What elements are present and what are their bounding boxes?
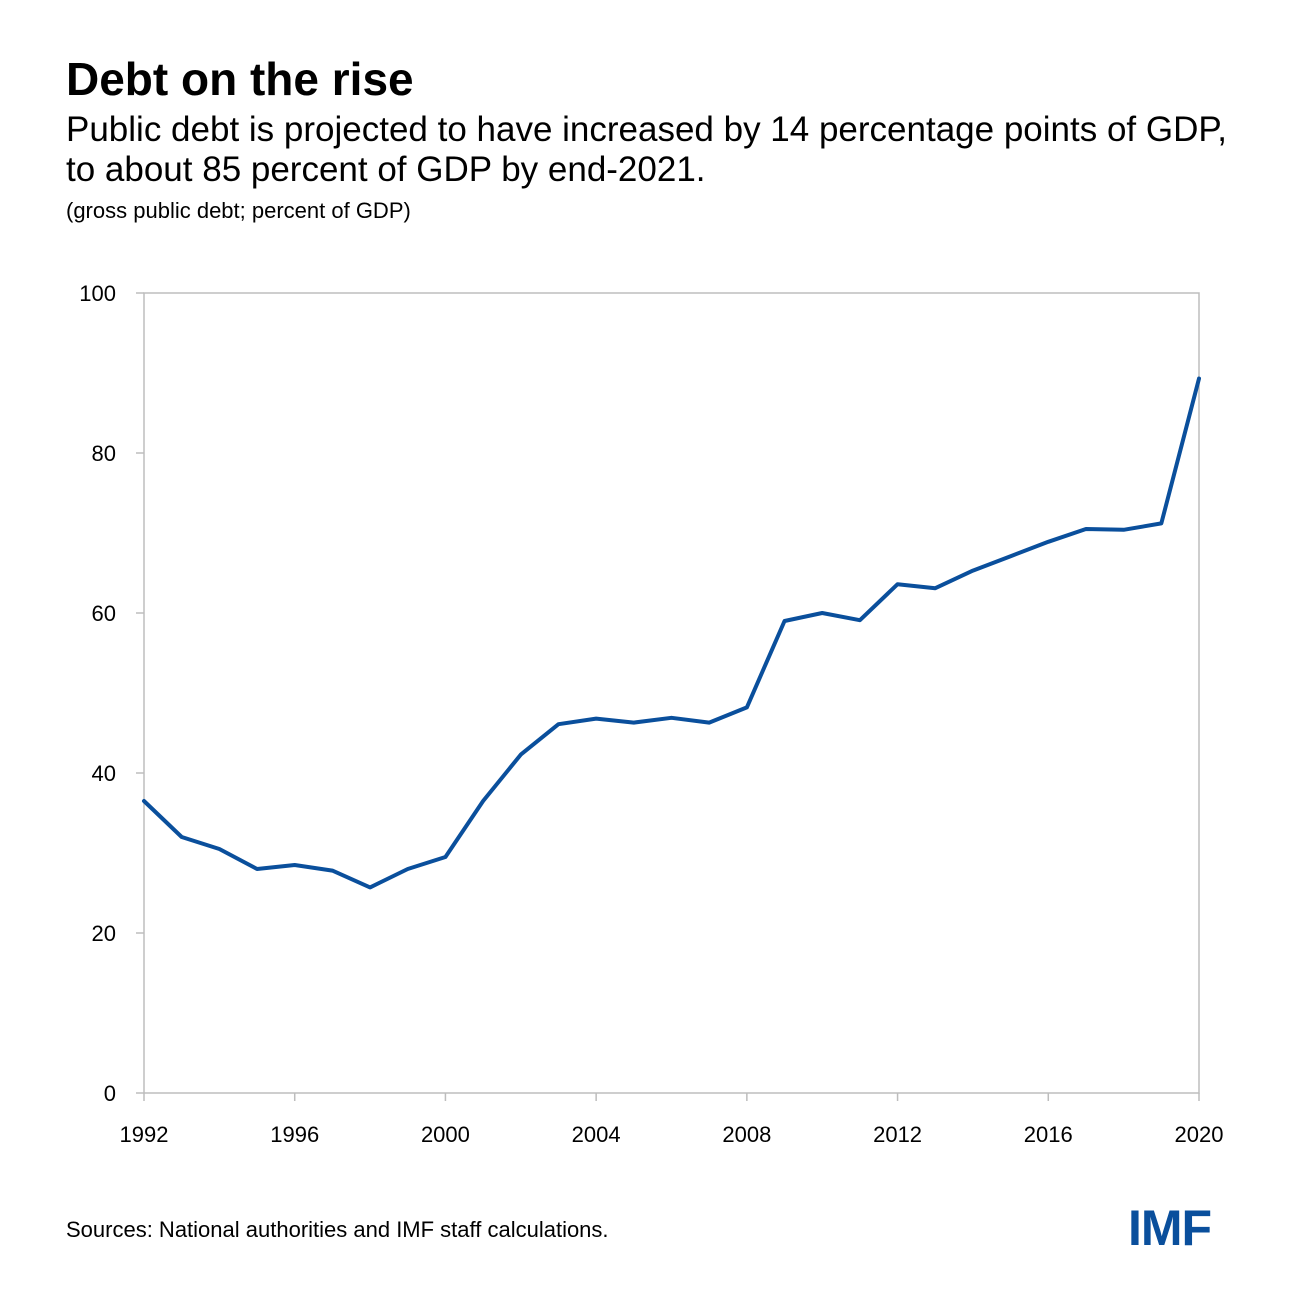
- source-note: Sources: National authorities and IMF st…: [66, 1217, 609, 1242]
- chart-title: Debt on the rise: [66, 53, 414, 105]
- x-tick-label: 1996: [270, 1122, 319, 1147]
- y-axis: 0 20 40 60 80 100: [79, 281, 144, 1106]
- series-line-gross-public-debt: [142, 376, 1201, 890]
- x-tick-label: 2012: [873, 1122, 922, 1147]
- x-axis: 1992 1996 2000 2004 2008 2012 2016 2020: [120, 1093, 1224, 1147]
- y-tick-label: 20: [92, 921, 116, 946]
- y-tick-label: 40: [92, 761, 116, 786]
- x-tick-label: 2008: [722, 1122, 771, 1147]
- x-tick-label: 1992: [120, 1122, 169, 1147]
- imf-logo: IMF: [1128, 1200, 1212, 1256]
- x-tick-label: 2020: [1175, 1122, 1224, 1147]
- x-tick-label: 2016: [1024, 1122, 1073, 1147]
- plot-area: [143, 292, 1200, 1094]
- chart-subtitle: Public debt is projected to have increas…: [66, 110, 1227, 189]
- data-points: [142, 377, 1201, 890]
- chart-units-note: (gross public debt; percent of GDP): [66, 198, 411, 223]
- y-tick-label: 100: [79, 281, 116, 306]
- x-tick-label: 2000: [421, 1122, 470, 1147]
- y-tick-label: 0: [104, 1081, 116, 1106]
- y-tick-label: 80: [92, 441, 116, 466]
- x-tick-label: 2004: [572, 1122, 621, 1147]
- y-tick-label: 60: [92, 601, 116, 626]
